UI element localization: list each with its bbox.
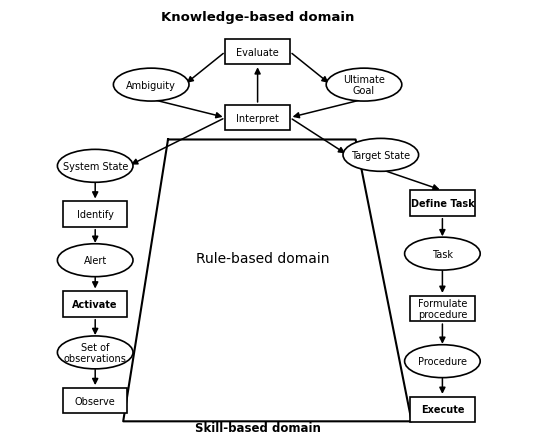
Text: Procedure: Procedure <box>418 357 467 366</box>
Text: Formulate
procedure: Formulate procedure <box>418 298 467 320</box>
Text: Identify: Identify <box>77 210 114 219</box>
Text: Define Task: Define Task <box>410 199 474 208</box>
Text: Activate: Activate <box>72 300 118 309</box>
Ellipse shape <box>57 150 133 183</box>
Ellipse shape <box>57 244 133 277</box>
FancyBboxPatch shape <box>410 191 475 216</box>
Text: Execute: Execute <box>421 405 464 414</box>
Text: Evaluate: Evaluate <box>236 48 279 57</box>
Ellipse shape <box>113 69 189 102</box>
Text: Set of
observations: Set of observations <box>64 342 127 364</box>
Text: Rule-based domain: Rule-based domain <box>197 251 330 265</box>
FancyBboxPatch shape <box>63 292 128 317</box>
FancyBboxPatch shape <box>63 388 128 413</box>
Ellipse shape <box>404 345 480 378</box>
FancyBboxPatch shape <box>225 40 290 65</box>
Ellipse shape <box>57 336 133 369</box>
FancyBboxPatch shape <box>410 296 475 321</box>
Text: Alert: Alert <box>83 256 107 265</box>
Text: Knowledge-based domain: Knowledge-based domain <box>161 11 354 24</box>
Text: Target State: Target State <box>351 151 410 160</box>
FancyBboxPatch shape <box>225 106 290 131</box>
Text: Observe: Observe <box>75 396 115 406</box>
FancyBboxPatch shape <box>63 202 128 227</box>
Text: System State: System State <box>63 162 128 171</box>
Ellipse shape <box>343 139 419 172</box>
Text: Ambiguity: Ambiguity <box>126 81 176 90</box>
Ellipse shape <box>404 237 480 271</box>
FancyBboxPatch shape <box>410 397 475 422</box>
Text: Ultimate
Goal: Ultimate Goal <box>343 74 385 96</box>
Text: Skill-based domain: Skill-based domain <box>195 420 320 434</box>
Text: Task: Task <box>432 249 453 259</box>
Ellipse shape <box>326 69 402 102</box>
Text: Interpret: Interpret <box>236 113 279 123</box>
